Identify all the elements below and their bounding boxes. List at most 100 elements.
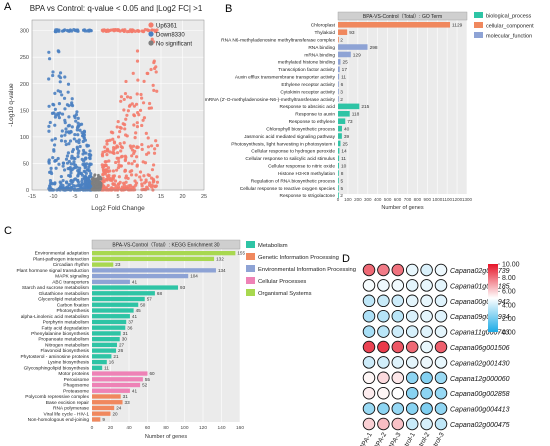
category-label: Plant hormone signal transduction (16, 268, 89, 274)
category-label: Histone H3-K9 methylation (278, 171, 335, 177)
point-down (48, 179, 53, 183)
point-up (136, 78, 140, 82)
heatmap-cell (377, 386, 390, 400)
legend-count: 8330 (171, 33, 185, 39)
colorbar-tick-label: 2.00 (502, 316, 516, 323)
volcano-plot: 0 50 100 150 200 250 300 -15 -10 -5 0 5 10 15 20 25 BPA … (8, 4, 207, 212)
x-tick-label: 0 (91, 425, 94, 431)
category-label: Cellular response to hydrogen peroxide (251, 149, 335, 155)
heatmap-cell (391, 279, 405, 292)
point-ns (99, 185, 103, 189)
point-up (134, 173, 138, 177)
point-down (53, 123, 57, 127)
x-tick-label: 300 (364, 197, 372, 202)
category-label: Polycomb repressive complex (25, 394, 89, 400)
point-up (142, 116, 147, 120)
x-tick-label: 100 (344, 197, 352, 202)
heatmap-cell (391, 263, 405, 277)
y-tick-label: 50 (23, 161, 29, 167)
point-up (124, 117, 128, 121)
point-down (53, 115, 57, 119)
point-down (89, 172, 93, 176)
bar-value-label: 129 (353, 52, 361, 58)
point-down (67, 142, 71, 146)
point-up (118, 129, 122, 134)
point-down (77, 187, 81, 191)
point-up (105, 139, 109, 143)
bar-value-label: 31 (123, 331, 129, 336)
point-up (132, 114, 137, 118)
point-down (79, 122, 84, 126)
kegg-bar-chart: 0 20 40 60 80 100 120 140 160 BPA-VS-Control（Tota… (16, 239, 356, 440)
colorbar-tick-label: 4.00 (502, 302, 516, 309)
point-down (48, 181, 53, 185)
row-label: Capana11g000743 (450, 330, 509, 337)
point-down (72, 187, 76, 191)
heatmap-cell (362, 309, 376, 323)
point-up (117, 163, 121, 167)
bar (92, 268, 216, 273)
heatmap-cell (405, 279, 419, 292)
point-up (132, 104, 137, 108)
point-up (143, 181, 147, 185)
heatmap-cell (420, 371, 433, 385)
x-axis-label: Log2 Fold Change (91, 205, 145, 212)
heatmap-cell (391, 325, 405, 338)
category-label: alpha-Linolenic acid metabolism (21, 314, 89, 320)
category-label: Porphyrin metabolism (43, 320, 89, 326)
legend-swatch (246, 277, 255, 284)
title-strip (337, 11, 468, 21)
point-up (108, 177, 112, 182)
heatmap-cell (391, 402, 405, 415)
point-down (57, 28, 61, 32)
point-up (128, 103, 132, 107)
point-down (76, 174, 80, 178)
point-up (135, 125, 140, 129)
point-down (81, 162, 85, 166)
bar-value-label: 60 (150, 371, 156, 376)
point-up (141, 101, 146, 105)
bar (92, 279, 130, 284)
point-up (152, 151, 157, 155)
bar-value-label: 155 (237, 251, 245, 256)
point-down (77, 149, 81, 153)
category-label: Non-homologous end-joining (28, 417, 90, 423)
category-label: Cellular response to nitric oxide (268, 164, 335, 170)
bar-value-label: 52 (142, 383, 148, 388)
colorbar-tick-label: 6.00 (502, 289, 516, 296)
point-down (78, 166, 82, 170)
heatmap-cell (362, 263, 376, 277)
point-up (150, 185, 154, 189)
legend-label: Metabolism (258, 243, 288, 249)
category-label: Chloroplast (311, 23, 336, 29)
heatmap-cell (377, 294, 390, 308)
point-up (150, 168, 155, 172)
point-down (57, 162, 61, 166)
heatmap-cell (420, 417, 433, 431)
bar (338, 96, 339, 102)
heatmap-cell (391, 386, 405, 400)
category-label: RNA N6-methyladenosine methyltransferase… (221, 37, 335, 43)
point-up (125, 95, 130, 99)
heatmap-cell (434, 325, 448, 338)
bar (338, 111, 350, 117)
bar (338, 88, 339, 95)
legend-name: No significant (156, 42, 192, 48)
bar-value-label: 27 (119, 342, 125, 347)
category-label: methylated histone binding (278, 60, 335, 66)
point-down (70, 125, 74, 129)
x-tick-label: 0 (337, 197, 340, 202)
y-tick-label: 250 (20, 55, 29, 61)
bar-value-label: 5 (340, 186, 343, 192)
point-down (59, 174, 63, 179)
bar (338, 59, 341, 65)
bar (338, 170, 339, 176)
point-down (65, 28, 69, 33)
x-tick-label: 900 (424, 197, 432, 202)
x-axis-label: Number of genes (381, 205, 423, 211)
heatmap-cell (405, 263, 419, 277)
point-down (51, 70, 55, 74)
category-label: Auxin efflux transmembrane transporter a… (235, 75, 336, 81)
point-up (122, 29, 126, 33)
point-up (135, 163, 139, 167)
